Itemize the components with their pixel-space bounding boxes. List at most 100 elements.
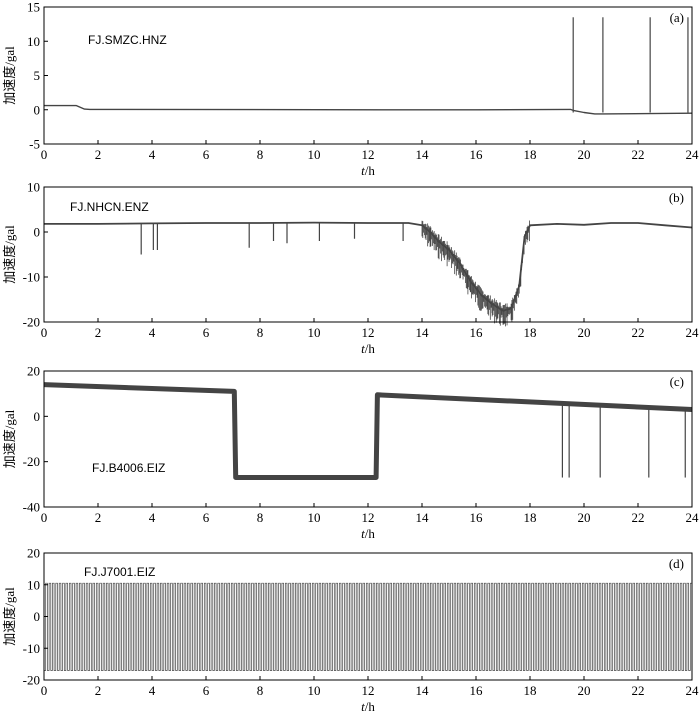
signal-trace — [44, 17, 693, 115]
plot-frame — [43, 6, 693, 145]
spike-group — [561, 403, 686, 478]
x-tick-label: 2 — [95, 147, 102, 162]
x-tick-label: 12 — [362, 147, 375, 162]
panel-d: 0 2 4 6 8 10 12 14 16 18 20 22 24t/h-20-1001020加速度/g… — [2, 546, 699, 715]
x-tick-label: 22 — [632, 147, 645, 162]
x-tick-label: 2 — [95, 683, 102, 698]
x-tick-label: 10 — [308, 147, 321, 162]
series-line — [43, 382, 693, 480]
panel-b: 0 2 4 6 8 10 12 14 16 18 20 22 24t/h-20-10010加速度/gal… — [2, 180, 699, 357]
x-tick-label: 8 — [257, 683, 264, 698]
x-tick-label: 6 — [203, 510, 210, 525]
panel-c: 0 2 4 6 8 10 12 14 16 18 20 22 24t/h-40-20020加速度/gal… — [2, 364, 699, 542]
y-tick-label: 0 — [34, 609, 41, 624]
x-tick-label: 10 — [308, 683, 321, 698]
x-tick-label: 16 — [470, 325, 484, 340]
station-label: FJ.SMZC.HNZ — [88, 33, 167, 47]
x-tick-label: 18 — [524, 147, 537, 162]
x-tick-label: 16 — [470, 510, 484, 525]
x-axis: 0 2 4 6 8 10 12 14 16 18 20 22 24t/h — [41, 503, 699, 541]
x-tick-label: 22 — [632, 510, 645, 525]
y-tick-label: -5 — [29, 137, 40, 152]
x-axis-label: t/h — [361, 163, 375, 178]
y-axis-label: 加速度/gal — [2, 46, 17, 105]
y-axis: -5 0 5 10 15 加速度/gal — [2, 0, 48, 152]
y-tick-label: 0 — [34, 225, 41, 240]
x-tick-label: 8 — [257, 510, 264, 525]
signal-trace — [43, 382, 693, 480]
y-tick-label: 15 — [27, 0, 40, 15]
station-label: FJ.NHCN.ENZ — [70, 200, 149, 214]
y-axis-label: 加速度/gal — [2, 225, 17, 284]
y-tick-label: -10 — [23, 641, 40, 656]
x-axis-label: t/h — [361, 699, 375, 714]
y-tick-label: 20 — [27, 546, 40, 561]
x-axis-label: t/h — [361, 526, 375, 541]
y-tick-label: 0 — [34, 409, 41, 424]
x-tick-label: 14 — [416, 147, 430, 162]
x-tick-label: 10 — [308, 510, 321, 525]
spike-group — [572, 17, 689, 113]
y-axis-label: 加速度/gal — [2, 409, 17, 468]
y-axis: -20 -10 0 10 20 加速度/gal — [2, 546, 48, 688]
panel-label: (a) — [670, 10, 684, 25]
x-tick-label: 4 — [149, 510, 156, 525]
x-tick-label: 14 — [416, 325, 430, 340]
y-axis-label: 加速度/gal — [2, 587, 17, 646]
y-tick-label: -20 — [23, 454, 40, 469]
x-tick-label: 22 — [632, 683, 645, 698]
panel-label: (b) — [669, 190, 684, 205]
x-tick-label: 24 — [686, 510, 700, 525]
x-tick-label: 8 — [257, 147, 264, 162]
y-tick-label: 10 — [27, 34, 40, 49]
y-tick-label: -20 — [23, 673, 40, 688]
x-tick-label: 4 — [149, 683, 156, 698]
x-axis: 0 2 4 6 8 10 12 14 16 18 20 22 24t/h — [41, 676, 699, 714]
y-tick-label: 10 — [27, 577, 40, 592]
series-line — [44, 104, 693, 115]
x-tick-label: 20 — [578, 510, 591, 525]
x-tick-label: 2 — [95, 510, 102, 525]
x-tick-label: 2 — [95, 325, 102, 340]
x-tick-label: 12 — [362, 325, 375, 340]
x-axis: 0 2 4 6 8 10 12 14 16 18 20 22 24t/h — [41, 318, 699, 356]
spike-group — [140, 223, 404, 255]
x-tick-label: 0 — [41, 510, 48, 525]
panel-label: (d) — [669, 556, 684, 571]
y-axis: -40 -20 0 20 加速度/gal — [2, 364, 48, 515]
x-tick-label: 6 — [203, 683, 210, 698]
y-tick-label: 5 — [34, 68, 41, 83]
panel-a: 0 2 4 6 8 10 12 14 16 18 20 22 24t/h-5051015加速度/galF… — [2, 0, 699, 178]
x-tick-label: 14 — [416, 510, 430, 525]
signal-trace — [44, 220, 693, 327]
y-tick-label: -40 — [23, 500, 40, 515]
plot-frame — [43, 370, 693, 508]
x-tick-label: 18 — [524, 510, 537, 525]
station-label: FJ.B4006.EIZ — [92, 461, 165, 475]
x-tick-label: 0 — [41, 147, 48, 162]
x-tick-label: 20 — [578, 325, 591, 340]
x-tick-label: 12 — [362, 510, 375, 525]
signal-trace — [43, 582, 693, 671]
station-label: FJ.J7001.EIZ — [84, 565, 155, 579]
y-tick-label: 10 — [27, 180, 40, 195]
x-tick-label: 8 — [257, 325, 264, 340]
x-tick-label: 22 — [632, 325, 645, 340]
x-tick-label: 24 — [686, 683, 700, 698]
x-tick-label: 16 — [470, 147, 484, 162]
x-tick-label: 14 — [416, 683, 430, 698]
x-tick-label: 0 — [41, 325, 48, 340]
x-axis-label: t/h — [361, 341, 375, 356]
x-tick-label: 24 — [686, 147, 700, 162]
y-tick-label: -20 — [23, 315, 40, 330]
x-axis: 0 2 4 6 8 10 12 14 16 18 20 22 24t/h — [41, 140, 699, 178]
noise-band — [421, 220, 530, 327]
x-tick-label: 4 — [149, 325, 156, 340]
x-tick-label: 20 — [578, 683, 591, 698]
x-tick-label: 16 — [470, 683, 484, 698]
y-tick-label: 0 — [34, 102, 41, 117]
x-tick-label: 0 — [41, 683, 48, 698]
x-tick-label: 18 — [524, 683, 537, 698]
x-tick-label: 6 — [203, 325, 210, 340]
